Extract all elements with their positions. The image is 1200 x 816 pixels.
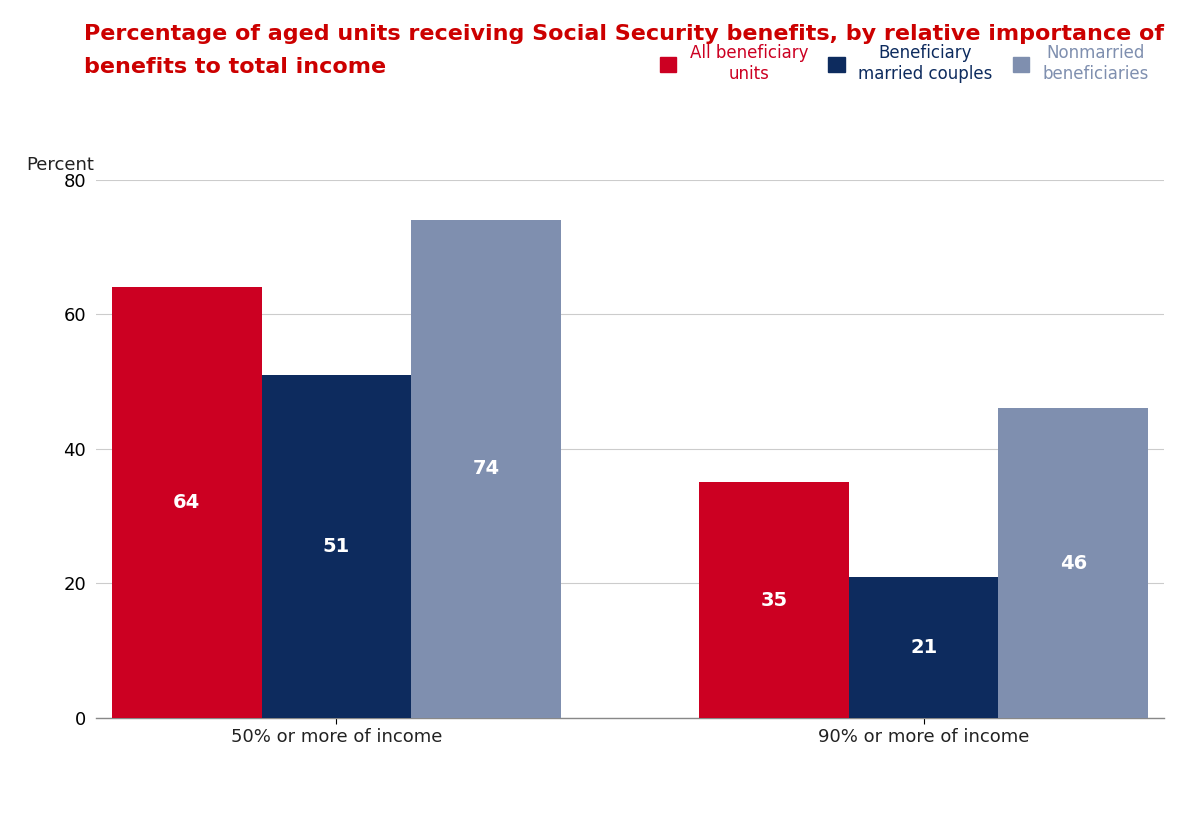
Text: 46: 46 — [1060, 554, 1087, 573]
Text: 74: 74 — [473, 459, 499, 478]
Text: Percent: Percent — [26, 156, 95, 174]
Text: 35: 35 — [761, 591, 787, 610]
Text: 21: 21 — [910, 638, 937, 657]
Bar — [412, 220, 560, 718]
Text: Percentage of aged units receiving Social Security benefits, by relative importa: Percentage of aged units receiving Socia… — [84, 24, 1164, 45]
Text: 51: 51 — [323, 537, 350, 556]
Bar — [112, 287, 262, 718]
Text: 64: 64 — [173, 493, 200, 512]
Bar — [998, 408, 1148, 718]
Bar — [848, 577, 998, 718]
Bar — [262, 375, 412, 718]
Bar — [700, 482, 848, 718]
Text: benefits to total income: benefits to total income — [84, 57, 386, 78]
Legend: All beneficiary
units, Beneficiary
married couples, Nonmarried
beneficiaries: All beneficiary units, Beneficiary marri… — [653, 37, 1156, 89]
